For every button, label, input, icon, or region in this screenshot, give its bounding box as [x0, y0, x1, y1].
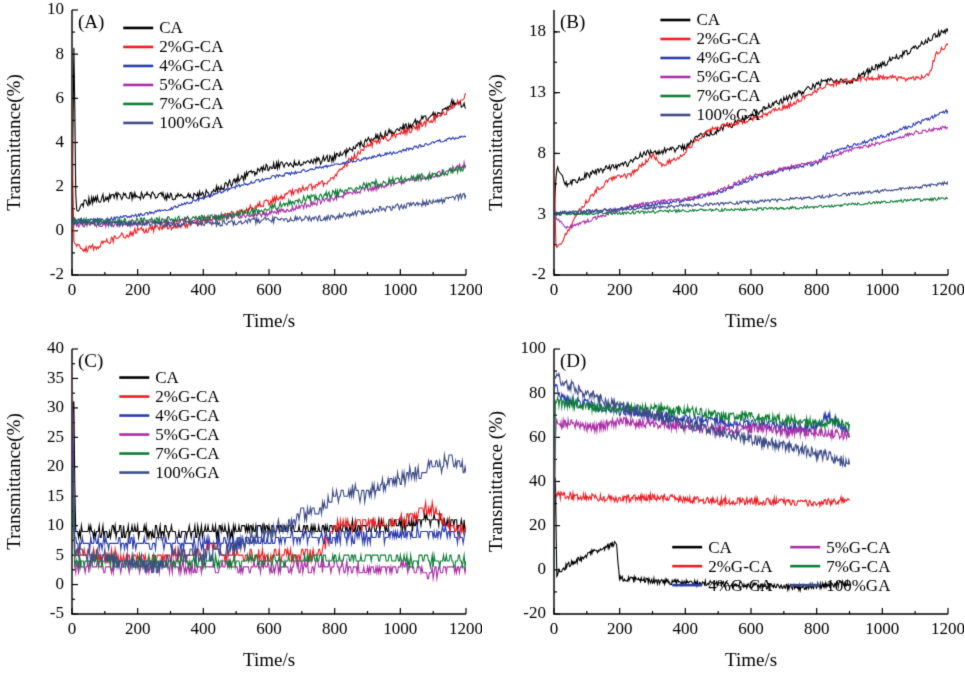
chart-panel-c: [0, 339, 482, 678]
chart-panel-a: [0, 0, 482, 339]
chart-panel-b: [482, 0, 964, 339]
chart-panel-d: [482, 339, 964, 678]
